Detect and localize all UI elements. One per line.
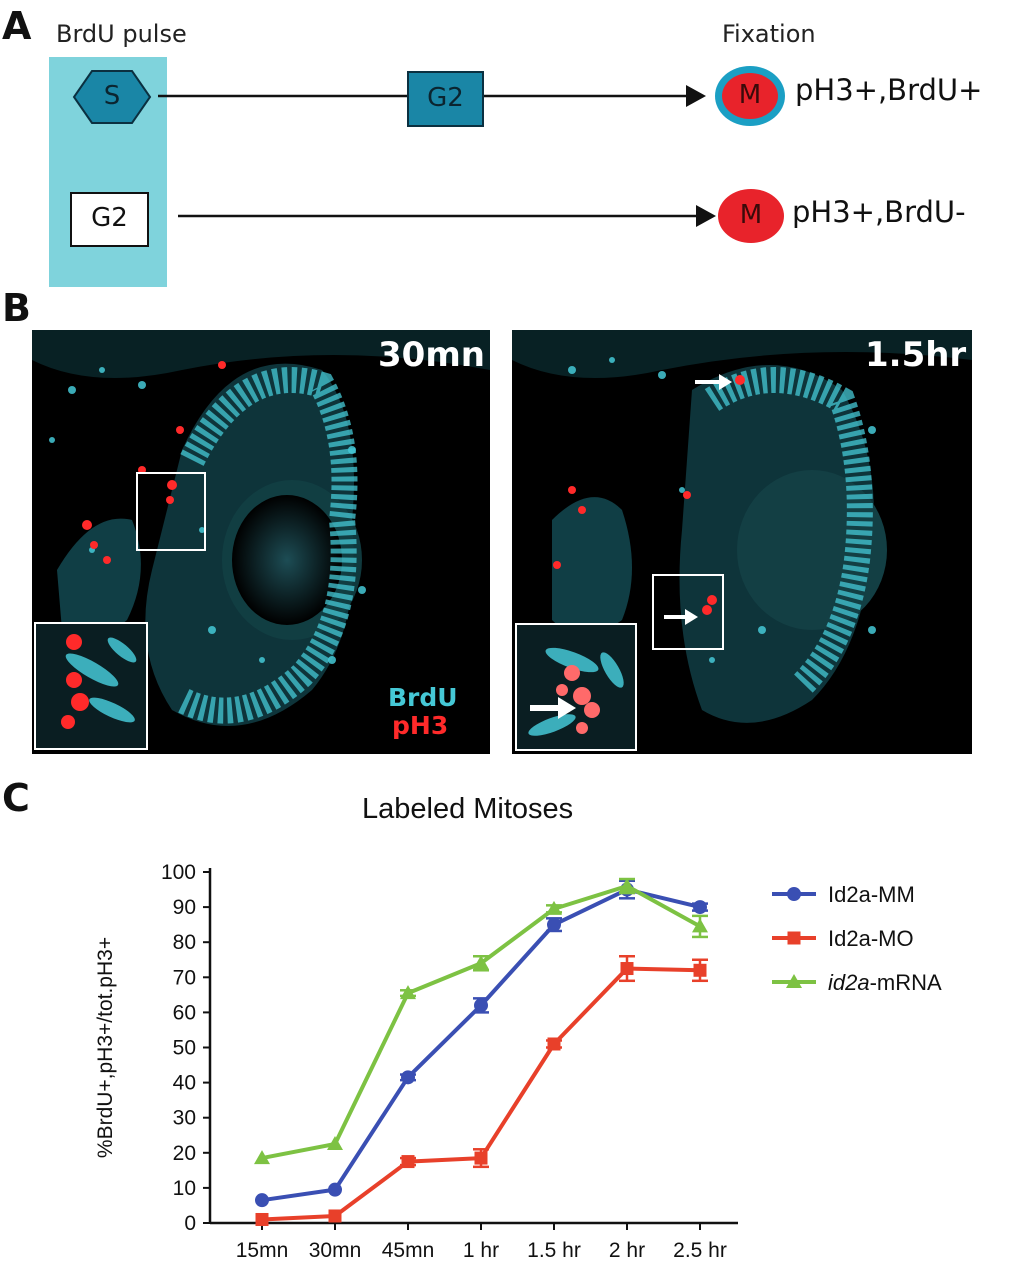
data-point	[620, 962, 634, 976]
y-tick-label: 0	[184, 1212, 196, 1235]
x-tick-label: 15mn	[236, 1239, 289, 1262]
mitosis-cell-row2	[718, 189, 784, 243]
y-tick-label: 30	[173, 1107, 196, 1130]
brdu-pulse-label: BrdU pulse	[56, 20, 187, 48]
legend-marker	[787, 887, 801, 901]
y-tick-label: 40	[173, 1072, 196, 1095]
data-point	[473, 955, 489, 970]
x-tick-label: 30mn	[309, 1239, 362, 1262]
s-phase-hexagon	[72, 70, 152, 124]
time-label-1-5hr: 1.5hr	[865, 335, 967, 375]
microscopy-image-1-5hr	[512, 330, 972, 754]
g2-label-row1: G2	[427, 83, 464, 113]
data-point	[474, 1151, 488, 1165]
y-tick-label: 80	[173, 931, 196, 954]
g2-phase-box-row1	[407, 71, 484, 127]
channel-label-ph3: pH3	[392, 711, 449, 740]
x-tick-label: 2.5 hr	[673, 1239, 727, 1262]
panel-b-letter: B	[2, 286, 31, 330]
chart-title: Labeled Mitoses	[362, 793, 574, 825]
x-tick-label: 1.5 hr	[527, 1239, 581, 1262]
data-point	[327, 1136, 343, 1151]
x-tick-label: 2 hr	[609, 1239, 645, 1262]
x-tick-label: 45mn	[382, 1239, 435, 1262]
mitosis-cell-row1	[722, 73, 778, 119]
fixation-label: Fixation	[722, 20, 816, 48]
microscopy-image-30mn	[32, 330, 490, 754]
y-tick-label: 20	[173, 1142, 196, 1165]
data-point	[254, 1150, 270, 1165]
panel-c-letter: C	[2, 776, 30, 820]
cell-cycle-diagram	[70, 66, 785, 247]
y-tick-label: 70	[173, 966, 196, 989]
channel-label-brdu: BrdU	[388, 683, 458, 712]
panel-a-letter: A	[2, 4, 32, 48]
x-tick-label: 1 hr	[463, 1239, 499, 1262]
row2-arrow-head	[696, 205, 716, 227]
y-tick-label: 90	[173, 896, 196, 919]
data-point	[693, 900, 707, 915]
data-point	[401, 1155, 415, 1169]
y-tick-label: 60	[173, 1001, 196, 1024]
data-point	[547, 917, 561, 932]
g2-phase-box-row2	[70, 192, 149, 247]
legend-label-2: id2a-mRNA	[828, 970, 942, 995]
data-point	[692, 918, 708, 933]
y-tick-label: 50	[173, 1037, 196, 1060]
m-label-row2: M	[739, 200, 763, 230]
series-line-2	[261, 884, 701, 1161]
g2-label-row2: G2	[91, 203, 128, 233]
data-point	[693, 963, 707, 977]
s-phase-label: S	[103, 81, 121, 111]
result-label-row1: pH3+,BrdU+	[795, 73, 983, 107]
data-point	[474, 998, 488, 1013]
legend-marker	[786, 974, 802, 988]
y-tick-label: 10	[173, 1177, 196, 1200]
data-point	[400, 985, 416, 1000]
result-label-row2: pH3+,BrdU-	[792, 195, 966, 229]
data-point	[546, 900, 562, 915]
data-point	[255, 1212, 269, 1226]
row1-arrow-head	[686, 85, 706, 107]
data-point	[255, 1193, 269, 1208]
m-label-row1: M	[738, 80, 762, 110]
microscopy-1-5hr-drawing	[512, 330, 972, 754]
y-tick-label: 100	[161, 861, 196, 884]
labeled-mitoses-chart: 0 10 20 30 40 50 60 70 80 90 100 15mn 30mn 45mn 1 hr 1.…	[94, 861, 942, 1262]
legend-label-1: Id2a-MO	[828, 926, 914, 951]
microscopy-30mn-drawing	[32, 330, 490, 754]
data-point	[328, 1182, 342, 1197]
legend-marker	[787, 931, 801, 945]
y-axis-label: %BrdU+,pH3+/tot.pH3+	[94, 937, 117, 1158]
data-point	[401, 1070, 415, 1085]
time-label-30mn: 30mn	[378, 335, 485, 375]
data-point	[619, 878, 635, 893]
legend-label-0: Id2a-MM	[828, 882, 915, 907]
data-point	[547, 1037, 561, 1051]
data-point	[328, 1209, 342, 1223]
